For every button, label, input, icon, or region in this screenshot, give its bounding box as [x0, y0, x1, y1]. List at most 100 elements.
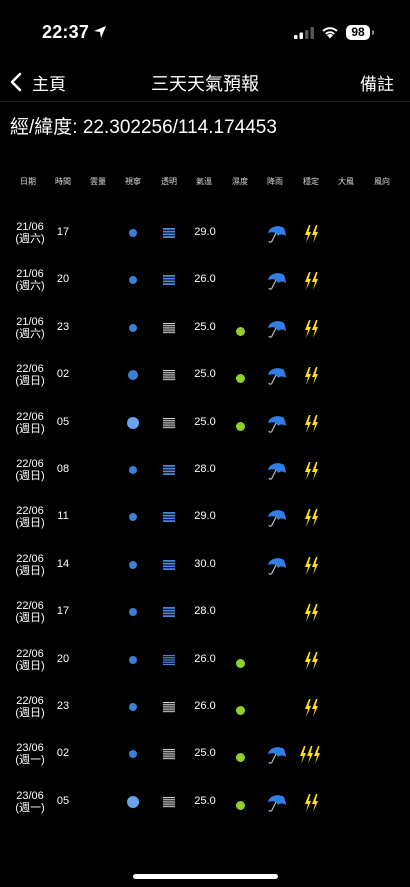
row-hour: 02 — [56, 747, 70, 759]
transparency-bars-icon — [163, 323, 175, 334]
column-header: 風向 — [374, 177, 390, 186]
transparency-bars-icon — [163, 512, 175, 522]
battery-cap — [372, 30, 374, 35]
column-header: 雲量 — [90, 177, 106, 186]
back-button[interactable]: 主頁 — [10, 68, 66, 96]
weekday-text: (週日) — [15, 423, 45, 435]
umbrella-icon — [268, 747, 286, 764]
date-text: 22/06 — [16, 695, 44, 707]
column-header: 透明 — [161, 177, 177, 186]
transparency-bars-icon — [163, 465, 175, 475]
lightning-icon — [305, 557, 318, 575]
home-indicator[interactable] — [133, 874, 278, 879]
row-date: 21/06 (週六) — [15, 268, 44, 292]
seeing-dot-icon — [129, 750, 137, 758]
transparency-bars-icon — [163, 275, 175, 285]
humidity-dot-icon — [236, 753, 245, 762]
lightning-icon — [305, 415, 318, 433]
status-bar: 22:37 98 — [0, 0, 410, 62]
umbrella-icon — [268, 273, 286, 290]
row-date: 22/06 (週日) — [15, 505, 44, 529]
humidity-dot-icon — [236, 422, 245, 431]
row-temperature: 25.0 — [194, 368, 216, 380]
row-date: 23/06 (週一) — [15, 742, 44, 766]
transparency-bars-icon — [163, 655, 175, 665]
row-date: 22/06 (週日) — [15, 600, 44, 624]
seeing-dot-icon — [129, 229, 137, 237]
notes-button[interactable]: 備註 — [360, 75, 394, 94]
umbrella-icon — [268, 368, 286, 385]
lightning-icon — [305, 652, 318, 670]
row-date: 22/06 (週日) — [15, 411, 44, 435]
date-text: 23/06 — [16, 790, 44, 802]
lightning-icon — [305, 794, 318, 812]
row-hour: 23 — [56, 321, 70, 333]
date-text: 23/06 — [16, 742, 44, 754]
date-text: 21/06 — [16, 316, 44, 328]
weekday-text: (週日) — [15, 470, 45, 482]
row-date: 22/06 (週日) — [15, 363, 44, 387]
weekday-text: (週一) — [15, 802, 45, 814]
wifi-icon — [322, 27, 338, 39]
row-temperature: 26.0 — [194, 273, 216, 285]
date-text: 22/06 — [16, 411, 44, 423]
row-date: 22/06 (週日) — [15, 695, 44, 719]
date-text: 21/06 — [16, 268, 44, 280]
seeing-dot-icon — [129, 656, 137, 664]
seeing-dot-icon — [129, 324, 137, 332]
column-header: 濕度 — [232, 177, 248, 186]
row-date: 22/06 (週日) — [15, 553, 44, 577]
nav-divider — [0, 101, 410, 102]
column-header: 視寧 — [125, 177, 141, 186]
umbrella-icon — [268, 463, 286, 480]
lightning-icon — [300, 746, 320, 764]
transparency-bars-icon — [163, 702, 175, 713]
coordinates-label: 經/緯度: 22.302256/114.174453 — [10, 117, 277, 138]
row-temperature: 25.0 — [194, 795, 216, 807]
column-header: 降雨 — [267, 177, 283, 186]
lightning-icon — [305, 509, 318, 527]
row-hour: 05 — [56, 416, 70, 428]
weekday-text: (週日) — [15, 660, 45, 672]
column-header: 氣溫 — [196, 177, 212, 186]
lightning-icon — [305, 225, 318, 243]
column-header: 日期 — [20, 177, 36, 186]
humidity-dot-icon — [236, 706, 245, 715]
page-title: 三天天氣預報 — [151, 74, 259, 94]
column-header: 大風 — [338, 177, 354, 186]
row-date: 23/06 (週一) — [15, 790, 44, 814]
row-date: 21/06 (週六) — [15, 316, 44, 340]
seeing-dot-icon — [129, 703, 137, 711]
row-hour: 11 — [57, 510, 69, 522]
transparency-bars-icon — [163, 228, 175, 238]
seeing-dot-icon — [129, 608, 137, 616]
row-hour: 20 — [56, 653, 70, 665]
seeing-dot-icon — [129, 276, 137, 284]
row-date: 22/06 (週日) — [15, 648, 44, 672]
date-text: 21/06 — [16, 221, 44, 233]
weekday-text: (週六) — [15, 328, 45, 340]
date-text: 22/06 — [16, 458, 44, 470]
transparency-bars-icon — [163, 749, 175, 760]
row-date: 22/06 (週日) — [15, 458, 44, 482]
seeing-dot-icon — [127, 796, 139, 808]
column-header: 時間 — [55, 177, 71, 186]
row-temperature: 28.0 — [194, 605, 216, 617]
row-hour: 23 — [56, 700, 70, 712]
weekday-text: (週一) — [15, 754, 45, 766]
humidity-dot-icon — [236, 659, 245, 668]
seeing-dot-icon — [129, 513, 137, 521]
humidity-dot-icon — [236, 374, 245, 383]
weekday-text: (週日) — [15, 517, 45, 529]
transparency-bars-icon — [163, 607, 175, 617]
umbrella-icon — [268, 321, 286, 338]
row-temperature: 30.0 — [194, 558, 216, 570]
lightning-icon — [305, 604, 318, 622]
umbrella-icon — [268, 558, 286, 575]
humidity-dot-icon — [236, 327, 245, 336]
row-hour: 17 — [56, 226, 70, 238]
row-hour: 17 — [56, 605, 70, 617]
seeing-dot-icon — [129, 561, 137, 569]
lightning-icon — [305, 367, 318, 385]
date-text: 22/06 — [16, 505, 44, 517]
